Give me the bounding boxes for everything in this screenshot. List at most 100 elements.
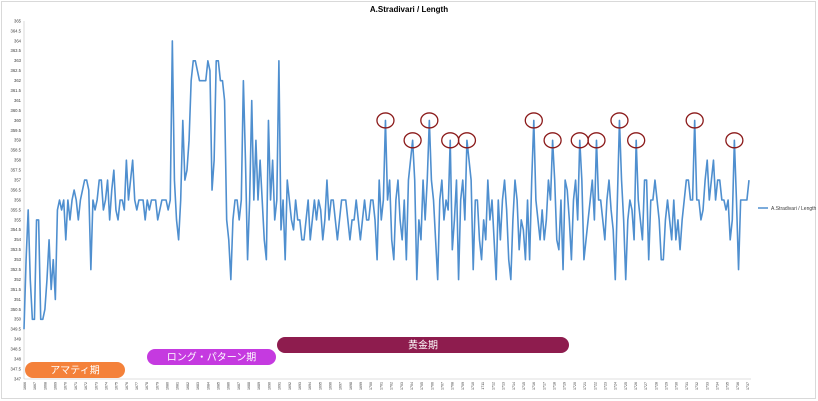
y-tick-label: 365 <box>14 18 22 23</box>
x-axis-ticks: 1666 1667 1668 1669 1670 1671 1672 1673 1674 1675… <box>23 382 750 390</box>
x-tick-label: 1702 <box>390 382 394 390</box>
y-tick-label: 355 <box>14 217 22 222</box>
peak-highlight-circle <box>543 132 562 149</box>
x-tick-label: 1697 <box>339 382 343 390</box>
x-tick-label: 1675 <box>115 382 119 390</box>
x-tick-label: 1707 <box>441 382 445 390</box>
highlight-circles <box>376 112 744 149</box>
y-tick-label: 357 <box>14 178 22 183</box>
y-tick-label: 361 <box>14 98 22 103</box>
x-tick-label: 1729 <box>665 382 669 390</box>
peak-highlight-circle <box>627 132 646 149</box>
x-tick-label: 1730 <box>675 382 679 390</box>
x-tick-label: 1700 <box>369 382 373 390</box>
y-tick-label: 360 <box>14 118 22 123</box>
y-tick-label: 353 <box>14 257 22 262</box>
x-tick-label: 1736 <box>736 382 740 390</box>
x-tick-label: 1674 <box>104 382 108 390</box>
x-tick-label: 1725 <box>624 382 628 390</box>
x-tick-label: 1694 <box>308 382 312 390</box>
peak-highlight-circle <box>685 112 704 129</box>
x-tick-label: 1692 <box>288 382 292 390</box>
y-tick-label: 357.5 <box>11 168 22 173</box>
peak-highlight-circle <box>587 132 606 149</box>
x-tick-label: 1703 <box>400 382 404 390</box>
x-tick-label: 1731 <box>685 382 689 390</box>
peak-highlight-circle <box>457 132 477 149</box>
x-tick-label: 1709 <box>461 382 465 390</box>
y-tick-label: 359 <box>14 138 22 143</box>
x-tick-label: 1684 <box>206 382 210 390</box>
chart-title: A.Stradivari / Length <box>369 5 449 14</box>
x-tick-label: 1681 <box>176 382 180 390</box>
y-tick-label: 353.5 <box>11 247 22 252</box>
x-tick-label: 1722 <box>593 382 597 390</box>
peak-highlight-circle <box>610 112 629 129</box>
x-tick-label: 1676 <box>125 382 129 390</box>
x-tick-label: 1682 <box>186 382 190 390</box>
y-tick-label: 363.5 <box>11 48 22 53</box>
y-tick-label: 349 <box>14 337 22 342</box>
y-tick-label: 362.5 <box>11 68 22 73</box>
x-tick-label: 1670 <box>64 382 68 390</box>
y-tick-label: 349.5 <box>11 327 22 332</box>
period-band-amati-label: アマティ期 <box>50 365 99 377</box>
x-tick-label: 1683 <box>196 382 200 390</box>
x-tick-label: 1716 <box>532 382 536 390</box>
x-tick-label: 1733 <box>705 382 709 390</box>
x-tick-label: 1667 <box>33 382 37 390</box>
x-tick-label: 1737 <box>746 382 750 390</box>
x-tick-label: 1728 <box>654 382 658 390</box>
x-tick-label: 1705 <box>420 382 424 390</box>
x-tick-label: 1714 <box>512 382 516 390</box>
x-tick-label: 1720 <box>573 382 577 390</box>
x-tick-label: 1734 <box>715 382 719 390</box>
x-tick-label: 1677 <box>135 382 139 390</box>
peak-highlight-circle <box>725 132 744 149</box>
period-band-golden-label: 黄金期 <box>408 339 438 352</box>
x-tick-label: 1735 <box>726 382 730 390</box>
period-band-long-pattern-label: ロング・パターン期 <box>167 351 257 364</box>
y-tick-label: 364.5 <box>11 28 22 33</box>
x-tick-label: 1671 <box>74 382 78 390</box>
x-tick-label: 1721 <box>583 382 587 390</box>
x-tick-label: 1704 <box>410 382 414 390</box>
y-tick-label: 362 <box>14 78 22 83</box>
y-tick-label: 359.5 <box>11 128 22 133</box>
x-tick-label: 1712 <box>491 382 495 390</box>
x-tick-label: 1715 <box>522 382 526 390</box>
y-tick-label: 356 <box>14 197 22 202</box>
x-tick-label: 1690 <box>267 382 271 390</box>
legend: A.Stradivari / Length <box>758 206 817 212</box>
peak-highlight-circle <box>403 132 422 149</box>
peak-highlight-circle <box>524 112 543 129</box>
x-tick-label: 1691 <box>278 382 282 390</box>
x-tick-label: 1718 <box>553 382 557 390</box>
y-tick-label: 358.5 <box>11 148 22 153</box>
y-tick-label: 364 <box>14 38 22 43</box>
x-tick-label: 1719 <box>563 382 567 390</box>
y-tick-label: 354 <box>14 237 22 242</box>
x-tick-label: 1732 <box>695 382 699 390</box>
y-tick-label: 351.5 <box>11 287 22 292</box>
x-tick-label: 1687 <box>237 382 241 390</box>
period-band-golden <box>277 337 569 353</box>
y-tick-label: 352 <box>14 277 22 282</box>
x-tick-label: 1698 <box>349 382 353 390</box>
y-tick-label: 350 <box>14 317 22 322</box>
x-tick-label: 1711 <box>481 382 485 390</box>
legend-label: A.Stradivari / Length <box>771 206 817 212</box>
period-band-long-pattern <box>147 349 276 365</box>
y-tick-label: 350.5 <box>11 307 22 312</box>
x-tick-label: 1708 <box>451 382 455 390</box>
y-tick-label: 347 <box>14 376 22 381</box>
x-tick-label: 1686 <box>227 382 231 390</box>
x-tick-label: 1726 <box>634 382 638 390</box>
x-tick-label: 1701 <box>379 382 383 390</box>
y-tick-label: 363 <box>14 58 22 63</box>
x-tick-label: 1666 <box>23 382 27 390</box>
x-tick-label: 1693 <box>298 382 302 390</box>
x-tick-label: 1706 <box>430 382 434 390</box>
x-tick-label: 1727 <box>644 382 648 390</box>
